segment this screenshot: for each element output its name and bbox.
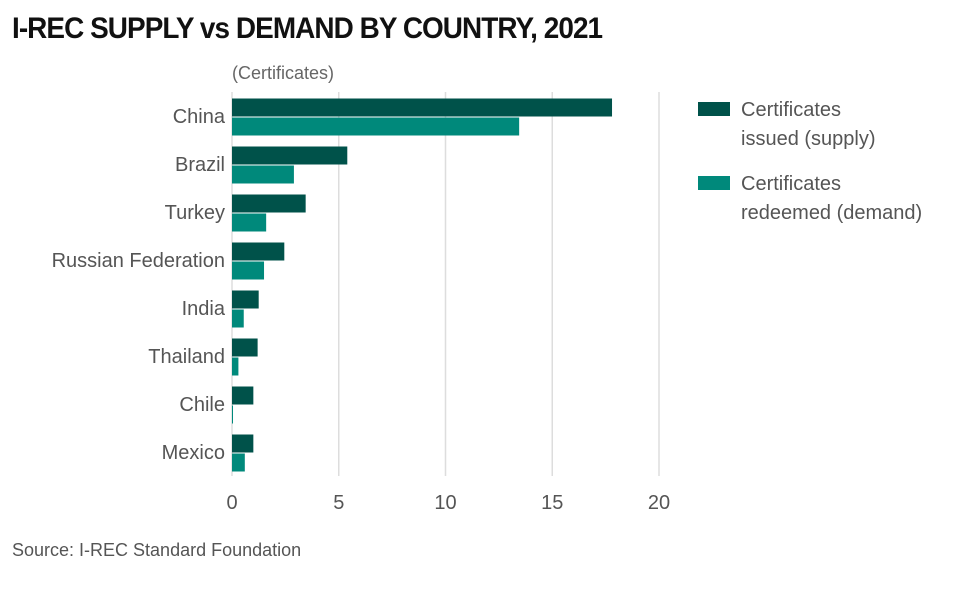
source-note: Source: I-REC Standard Foundation <box>12 540 302 560</box>
category-label: Chile <box>179 394 225 416</box>
category-label: China <box>173 106 226 128</box>
legend-label-supply-line1: Certificates <box>741 99 842 121</box>
legend-label-demand: Certificates redeemed (demand) <box>741 170 968 228</box>
bar-demand-chile <box>232 405 233 424</box>
legend-swatch-demand <box>698 176 730 190</box>
bar-demand-thailand <box>232 357 239 376</box>
bar-supply-russian-federation <box>232 242 285 261</box>
category-label: Turkey <box>165 202 225 224</box>
legend-item-supply: Certificates issued (supply) <box>698 96 968 154</box>
bar-demand-turkey <box>232 213 267 232</box>
bar-supply-mexico <box>232 434 254 453</box>
bar-demand-mexico <box>232 453 245 472</box>
bar-supply-india <box>232 290 259 309</box>
bar-supply-china <box>232 98 613 117</box>
category-labels: China Brazil Turkey Russian Federation India… <box>52 106 226 464</box>
unit-label: (Certificates) <box>232 63 335 83</box>
legend-item-demand: Certificates redeemed (demand) <box>698 170 968 228</box>
category-label: Russian Federation <box>52 250 225 272</box>
x-tick-label: 15 <box>541 492 563 514</box>
x-tick-labels: 0 5 10 15 20 <box>226 492 670 514</box>
legend-swatch-supply <box>698 102 730 116</box>
legend-label-supply: Certificates issued (supply) <box>741 96 968 154</box>
category-label: Brazil <box>175 154 225 176</box>
category-label: India <box>182 298 226 320</box>
legend-label-supply-line2: issued (supply) <box>741 128 876 150</box>
bar-demand-brazil <box>232 165 294 184</box>
chart-title: I-REC SUPPLY vs DEMAND BY COUNTRY, 2021 <box>12 12 603 45</box>
bars <box>232 98 613 472</box>
legend-label-demand-line1: Certificates <box>741 173 842 195</box>
bar-demand-russian-federation <box>232 261 265 280</box>
x-tick-label: 5 <box>333 492 344 514</box>
legend-label-demand-line2: redeemed (demand) <box>741 202 923 224</box>
category-label: Thailand <box>148 346 225 368</box>
bar-supply-thailand <box>232 338 258 357</box>
bar-supply-brazil <box>232 146 348 165</box>
x-tick-label: 10 <box>434 492 456 514</box>
bar-supply-turkey <box>232 194 306 213</box>
category-label: Mexico <box>162 442 225 464</box>
x-tick-label: 20 <box>648 492 670 514</box>
bar-demand-china <box>232 117 520 136</box>
bar-supply-chile <box>232 386 254 405</box>
x-tick-label: 0 <box>226 492 237 514</box>
bar-demand-india <box>232 309 244 328</box>
